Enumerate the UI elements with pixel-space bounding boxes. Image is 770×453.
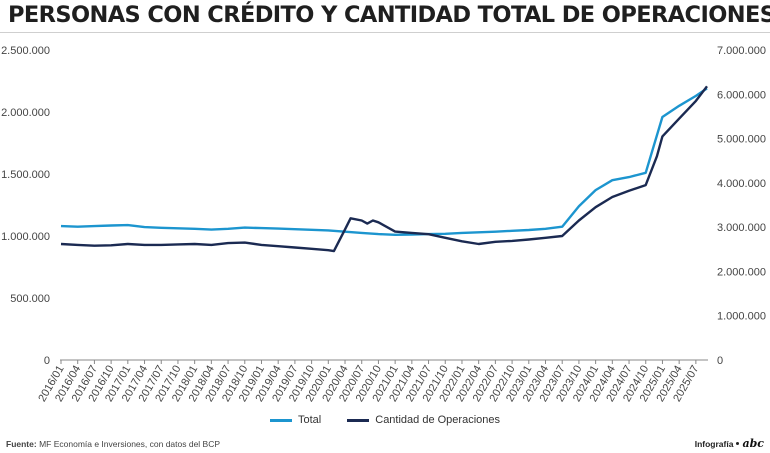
chart-legend: Total Cantidad de Operaciones [0,414,770,426]
right-axis-tick-label: 5.000.000 [717,134,766,146]
legend-label-operaciones: Cantidad de Operaciones [375,414,500,426]
right-axis-tick-label: 6.000.000 [717,89,766,101]
right-axis-tick-label: 4.000.000 [717,178,766,190]
left-axis-tick-label: 500.000 [10,293,50,305]
legend-swatch-total [270,418,292,422]
legend-item-total: Total [270,414,321,426]
abc-logo: abc [742,437,764,450]
source-text: MF Economía e Inversiones, con datos del… [39,439,221,449]
right-axis-tick-label: 1.000.000 [717,311,766,323]
left-axis-tick-label: 1.500.000 [1,169,50,181]
series-line-operaciones [60,85,708,253]
left-axis-tick-label: 0 [44,355,50,367]
series-line-total [60,87,708,236]
right-axis-tick-label: 7.000.000 [717,45,766,57]
left-axis-tick-label: 1.000.000 [1,231,50,243]
source-label: Fuente: [6,439,37,449]
left-axis-tick-label: 2.000.000 [1,107,50,119]
legend-label-total: Total [298,414,322,426]
chart-title: PERSONAS CON CRÉDITO Y CANTIDAD TOTAL DE… [8,2,770,28]
right-axis-tick-label: 0 [717,355,723,367]
left-axis-tick-label: 2.500.000 [1,45,50,57]
right-axis-tick-label: 3.000.000 [717,222,766,234]
legend-item-operaciones: Cantidad de Operaciones [347,414,500,426]
credit-text: Infografía [694,438,734,449]
credit-dot [736,442,740,445]
credit: Infografía abc [695,437,764,450]
legend-swatch-operaciones [347,418,370,422]
title-divider [0,32,770,33]
right-axis-tick-label: 2.000.000 [717,266,766,278]
source-note: Fuente: MF Economía e Inversiones, con d… [6,439,220,449]
